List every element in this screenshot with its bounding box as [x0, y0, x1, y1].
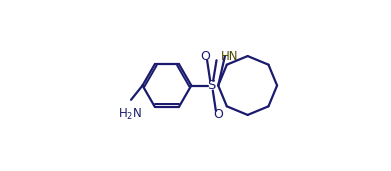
Text: O: O [213, 108, 223, 121]
Text: O: O [200, 50, 210, 63]
Text: S: S [207, 79, 216, 92]
Text: $\mathregular{H_2N}$: $\mathregular{H_2N}$ [118, 107, 142, 122]
Text: HN: HN [221, 50, 238, 63]
